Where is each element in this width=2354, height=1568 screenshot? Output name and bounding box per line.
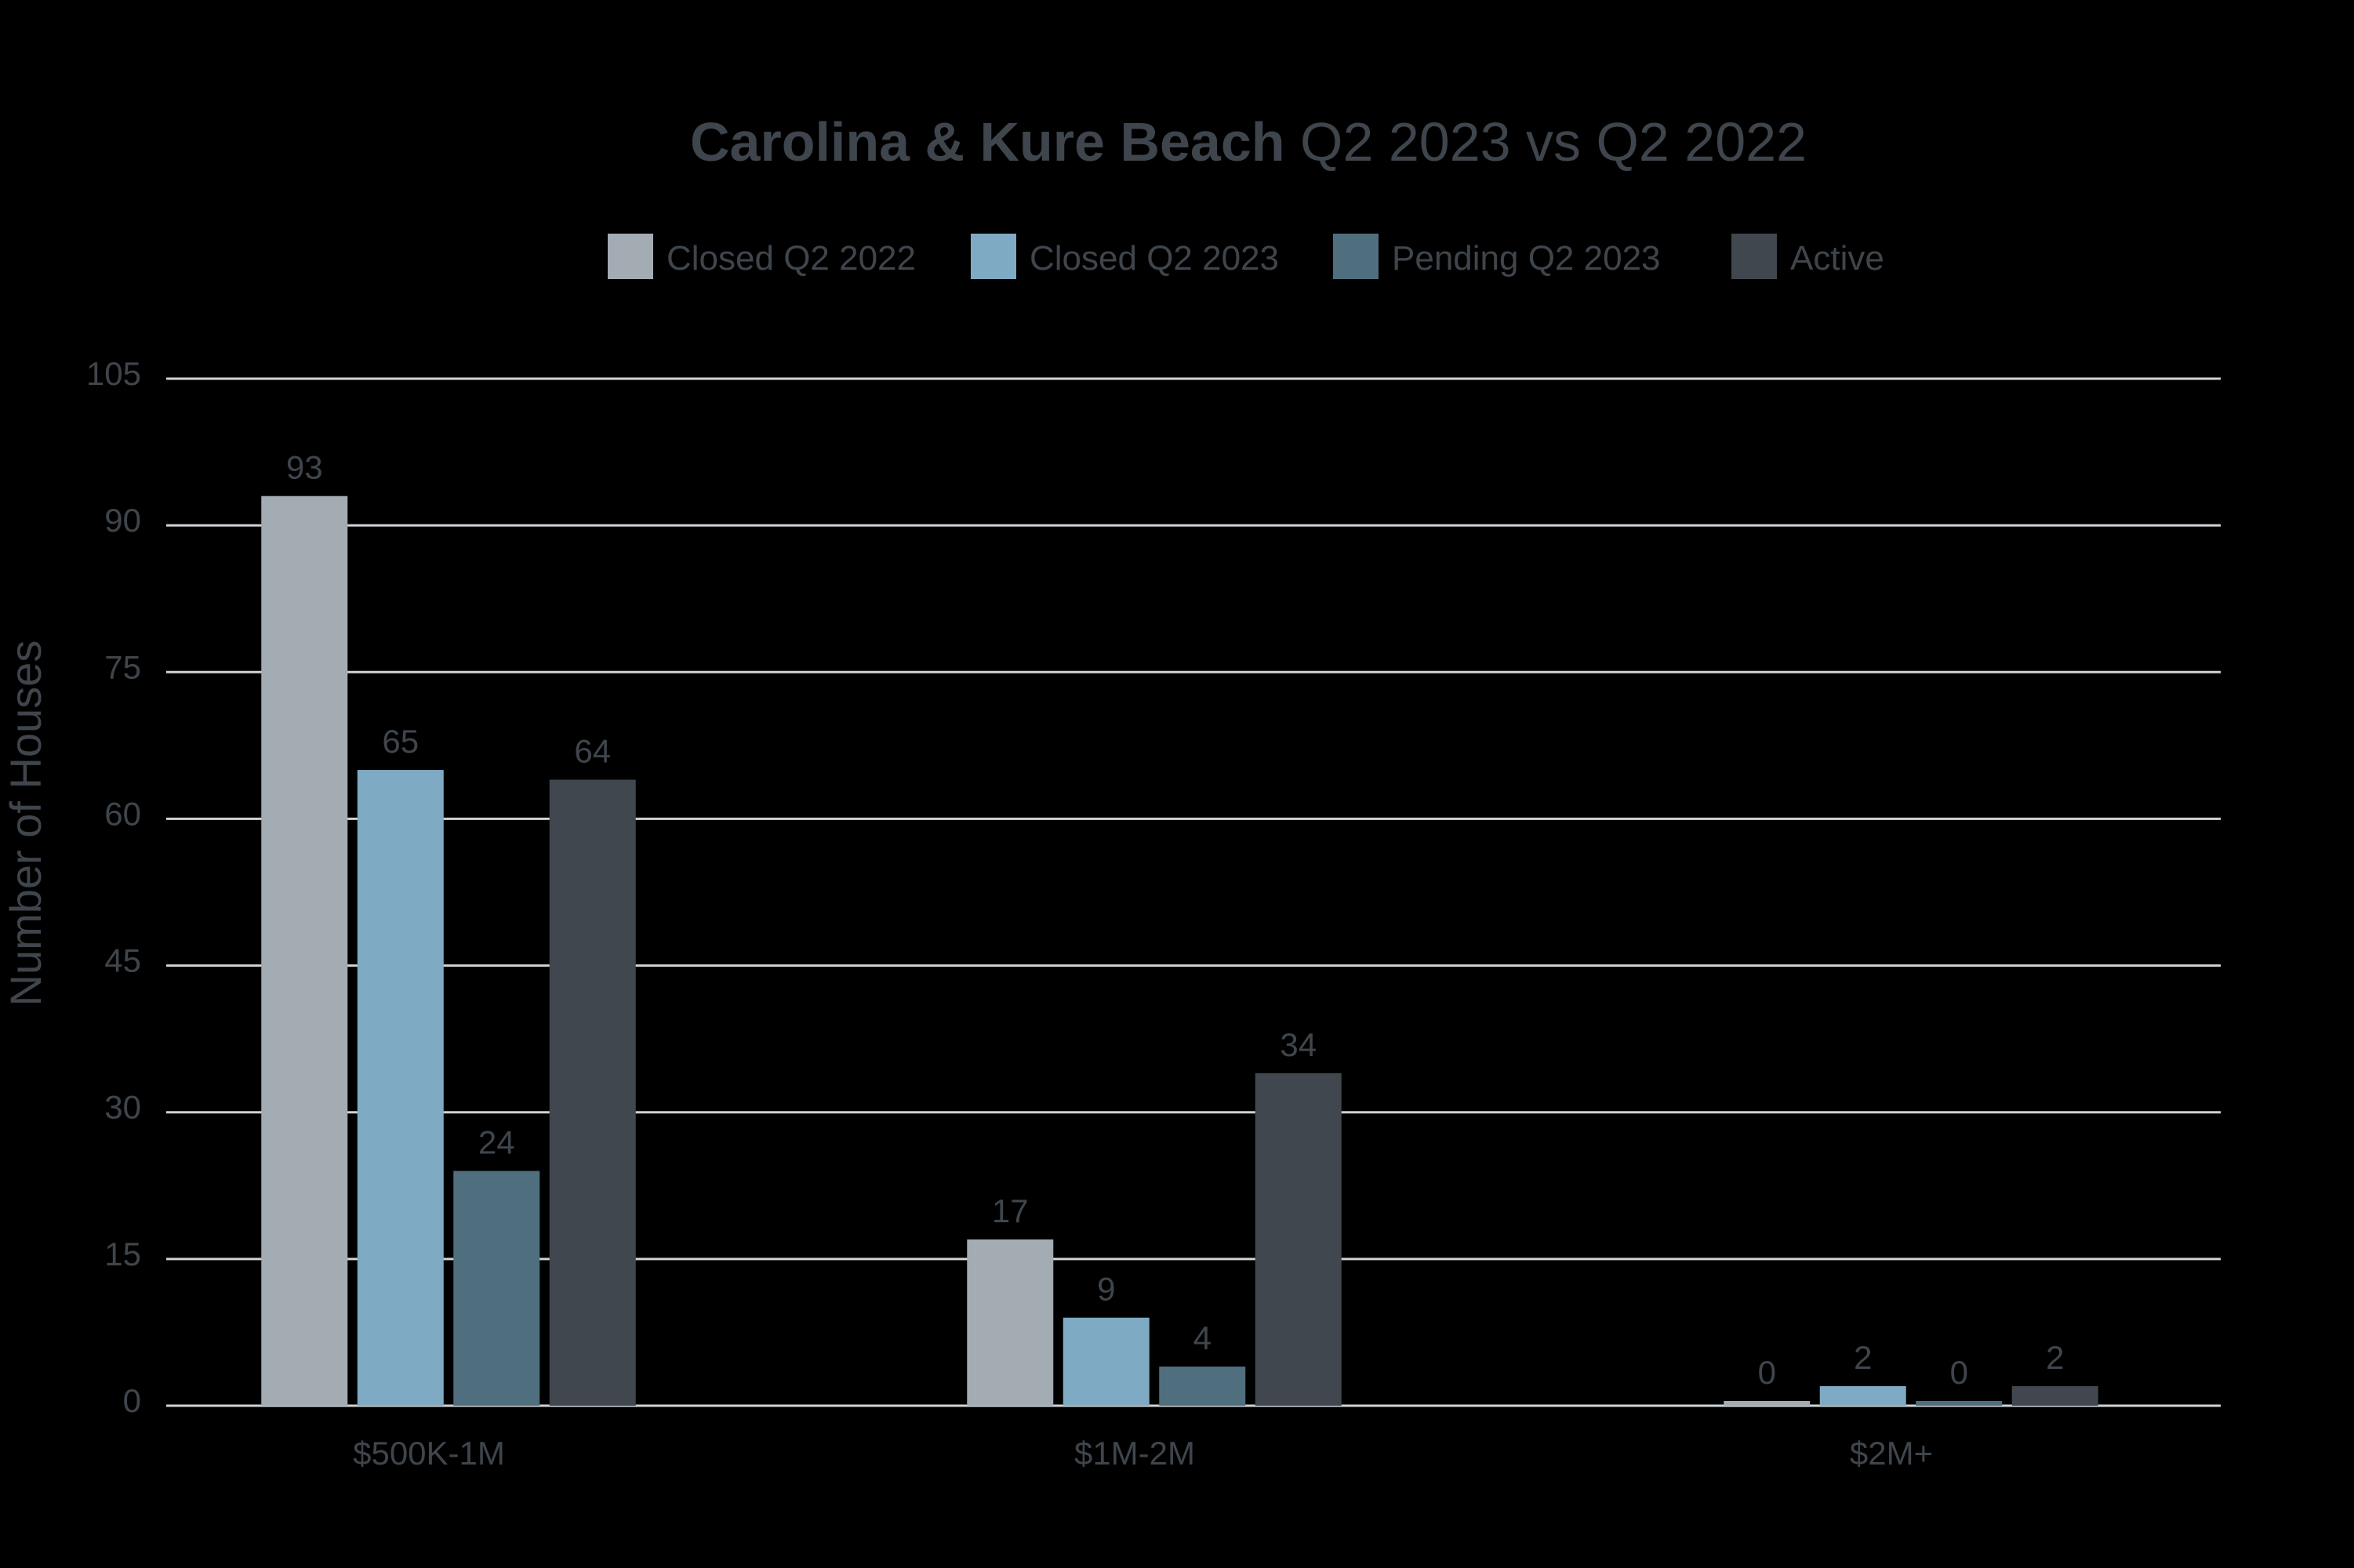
data-label: 4 (1193, 1319, 1212, 1356)
data-labels: 93 65 24 64 17 9 4 34 0 2 0 2 (286, 449, 2065, 1391)
legend-label-2: Closed Q2 2023 (1030, 239, 1279, 278)
data-label: 34 (1280, 1026, 1317, 1063)
data-label: 24 (478, 1124, 515, 1161)
bar-3-1 (1724, 1401, 1811, 1406)
legend: Closed Q2 2022 Closed Q2 2023 Pending Q2 2… (608, 234, 1884, 279)
legend-swatch-1 (608, 234, 653, 279)
bar-1-2 (357, 770, 444, 1406)
chart-title-bold: Carolina & Kure Beach (690, 111, 1285, 172)
y-tick-label: 90 (104, 502, 141, 539)
chart-title-rest: Q2 2023 vs Q2 2022 (1300, 111, 1807, 172)
legend-swatch-2 (971, 234, 1016, 279)
x-axis-categories: $500K-1M $1M-2M $2M+ (353, 1435, 1933, 1472)
bars (261, 495, 2098, 1406)
y-tick-label: 15 (104, 1236, 141, 1272)
bar-1-3 (453, 1171, 540, 1406)
y-axis-label: Number of Houses (1, 641, 50, 1007)
data-label: 9 (1097, 1271, 1115, 1308)
legend-label-1: Closed Q2 2022 (667, 239, 916, 278)
data-label: 0 (1758, 1354, 1776, 1391)
legend-swatch-4 (1731, 234, 1777, 279)
data-label: 64 (574, 733, 611, 770)
y-tick-label: 45 (104, 942, 141, 979)
data-label: 2 (1854, 1339, 1872, 1376)
bar-2-4 (1255, 1073, 1342, 1406)
y-tick-label: 60 (104, 795, 141, 832)
y-axis-ticks: 0 15 30 45 60 75 90 105 (86, 355, 141, 1419)
data-label: 17 (992, 1192, 1029, 1229)
y-tick-label: 75 (104, 648, 141, 685)
y-tick-label: 30 (104, 1089, 141, 1126)
x-category-label: $500K-1M (353, 1435, 505, 1472)
data-label: 0 (1950, 1354, 1968, 1391)
bar-2-2 (1063, 1317, 1150, 1406)
bar-1-4 (549, 779, 636, 1406)
legend-label-4: Active (1790, 239, 1884, 278)
y-tick-label: 0 (123, 1382, 141, 1419)
bar-3-4 (2011, 1386, 2098, 1406)
data-label: 2 (2046, 1339, 2064, 1376)
bar-3-3 (1916, 1401, 2003, 1406)
x-category-label: $1M-2M (1074, 1435, 1195, 1472)
legend-swatch-3 (1333, 234, 1379, 279)
bar-3-2 (1819, 1386, 1906, 1406)
data-label: 65 (382, 723, 419, 760)
bar-1-1 (261, 495, 348, 1406)
bar-2-1 (967, 1239, 1054, 1406)
chart-title: Carolina & Kure Beach Q2 2023 vs Q2 2022 (690, 111, 1807, 172)
legend-label-3: Pending Q2 2023 (1392, 239, 1661, 278)
x-category-label: $2M+ (1850, 1435, 1933, 1472)
bar-2-3 (1159, 1367, 1246, 1406)
y-tick-label: 105 (86, 355, 141, 392)
data-label: 93 (286, 449, 323, 486)
